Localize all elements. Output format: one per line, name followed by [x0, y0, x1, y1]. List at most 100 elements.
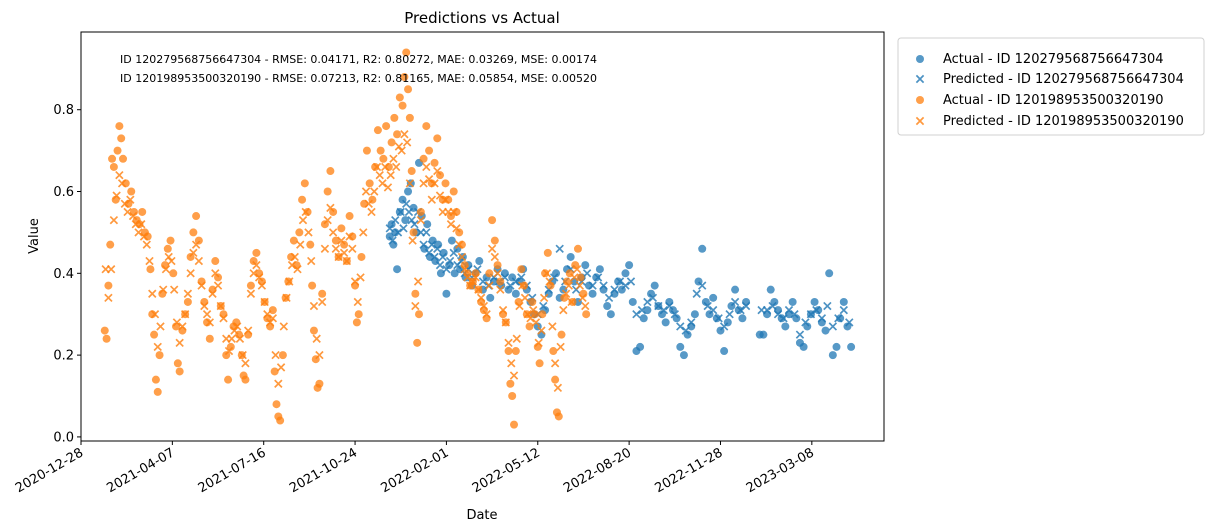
- predicted-point: [575, 281, 584, 290]
- predicted-point: [445, 256, 455, 266]
- actual-point: [390, 113, 399, 122]
- predicted-point: [312, 334, 321, 343]
- predicted-point: [348, 244, 357, 253]
- actual-point: [405, 113, 414, 122]
- predicted-point: [246, 289, 256, 298]
- actual-point: [599, 285, 608, 294]
- legend-marker-4: [915, 116, 925, 126]
- predicted-point: [183, 289, 193, 298]
- predicted-point: [413, 277, 423, 286]
- predicted-point: [610, 285, 619, 294]
- actual-point: [543, 248, 552, 257]
- predicted-point: [106, 265, 116, 274]
- actual-point: [528, 297, 537, 306]
- predicted-point: [457, 252, 467, 262]
- actual-point: [810, 297, 819, 306]
- predicted-point: [708, 305, 718, 315]
- actual-point: [517, 265, 526, 274]
- actual-point: [109, 162, 118, 171]
- predicted-point: [104, 293, 113, 303]
- predicted-point: [287, 260, 297, 270]
- predicted-point: [433, 244, 442, 253]
- predicted-point: [128, 211, 138, 221]
- actual-point: [113, 146, 122, 155]
- actual-point: [108, 154, 117, 163]
- actual-point: [770, 297, 779, 306]
- predicted-point: [337, 236, 346, 245]
- predicted-point: [424, 175, 434, 184]
- predicted-point: [449, 248, 458, 258]
- predicted-point: [123, 207, 132, 217]
- actual-point: [404, 85, 413, 94]
- predicted-point: [145, 256, 154, 266]
- predicted-point: [180, 310, 190, 319]
- actual-point: [825, 269, 834, 278]
- predicted-point: [391, 162, 401, 172]
- predicted-point: [476, 293, 486, 303]
- predicted-point: [227, 334, 236, 343]
- actual-point: [376, 146, 385, 155]
- metrics-text-2: ID 120198953500320190 - RMSE: 0.07213, R…: [120, 72, 597, 85]
- predicted-point: [233, 322, 242, 331]
- predicted-point: [479, 301, 489, 311]
- predicted-point: [626, 277, 636, 286]
- predicted-point: [396, 207, 405, 217]
- predicted-point: [161, 265, 171, 274]
- predicted-point: [285, 277, 294, 286]
- actual-point: [450, 269, 459, 278]
- actual-point: [759, 330, 768, 339]
- predicted-point: [342, 256, 352, 266]
- predicted-point: [509, 371, 519, 380]
- actual-point: [352, 318, 361, 327]
- actual-point: [175, 367, 184, 376]
- predicted-point: [317, 297, 327, 307]
- predicted-point: [455, 240, 464, 249]
- predicted-point: [301, 207, 310, 217]
- actual-point: [295, 228, 304, 237]
- predicted-point: [356, 273, 365, 282]
- actual-point: [178, 326, 187, 335]
- predicted-point: [326, 203, 335, 213]
- series-4: [101, 130, 590, 393]
- predicted-point: [762, 305, 772, 315]
- predicted-point: [169, 285, 179, 294]
- actual-point: [538, 310, 547, 319]
- actual-point: [488, 216, 497, 225]
- predicted-point: [320, 244, 330, 253]
- actual-point: [194, 236, 203, 245]
- predicted-point: [681, 326, 690, 335]
- actual-point: [104, 281, 113, 290]
- predicted-point: [490, 252, 500, 262]
- x-axis-label: Date: [466, 508, 497, 523]
- metrics-text-1: ID 120279568756647304 - RMSE: 0.04171, R…: [120, 53, 597, 66]
- actual-point: [551, 375, 560, 384]
- x-tick-label: 2021-07-16: [196, 445, 269, 496]
- actual-point: [639, 314, 648, 323]
- actual-point: [588, 289, 597, 298]
- predicted-point: [498, 305, 508, 315]
- predicted-point: [383, 183, 393, 192]
- predicted-point: [823, 301, 832, 311]
- predicted-point: [241, 359, 250, 368]
- actual-point: [455, 228, 464, 237]
- predicted-point: [315, 350, 324, 360]
- legend-entry-actual-1: Actual - ID 120279568756647304: [943, 52, 1164, 67]
- predicted-point: [545, 277, 554, 286]
- predicted-point: [364, 199, 373, 208]
- predicted-point: [164, 252, 173, 262]
- actual-point: [315, 379, 324, 388]
- predicted-point: [507, 359, 516, 368]
- predicted-point: [692, 289, 701, 298]
- predicted-point: [790, 310, 799, 319]
- predicted-point: [372, 162, 382, 172]
- x-tick-label: 2022-11-28: [653, 445, 726, 496]
- actual-point: [436, 171, 445, 180]
- predicted-point: [730, 297, 740, 307]
- actual-point: [557, 330, 566, 339]
- actual-point: [511, 289, 520, 298]
- actual-point: [163, 244, 172, 253]
- actual-point: [449, 187, 458, 196]
- actual-point: [422, 122, 431, 131]
- actual-point: [395, 93, 404, 102]
- predicted-point: [394, 142, 404, 151]
